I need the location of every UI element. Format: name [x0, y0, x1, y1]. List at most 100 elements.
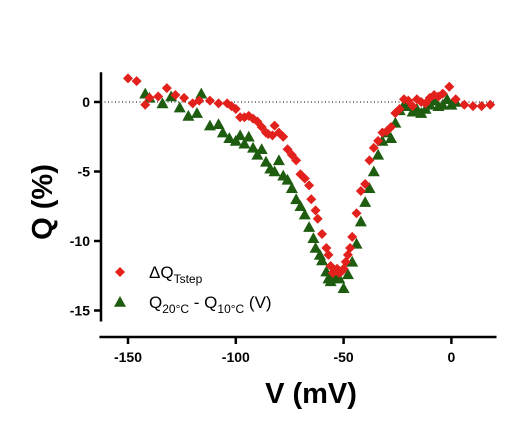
data-point — [161, 83, 172, 94]
data-point — [291, 155, 302, 166]
data-point — [278, 131, 289, 142]
data-point — [212, 118, 225, 130]
data-point — [216, 126, 229, 138]
data-point — [476, 101, 487, 112]
data-point — [386, 122, 397, 133]
data-point — [373, 135, 384, 146]
data-point — [153, 91, 164, 102]
data-point — [323, 249, 334, 260]
x-tick-label: 0 — [448, 349, 456, 365]
data-point — [355, 185, 366, 196]
data-point — [179, 92, 190, 103]
data-point — [182, 109, 195, 121]
data-point — [123, 73, 133, 84]
series-q20-minus-q10 — [139, 87, 462, 294]
data-point — [307, 232, 320, 244]
legend: ΔQTstep Q20°C - Q10°C (V) — [114, 263, 272, 316]
data-point — [144, 92, 155, 103]
data-point — [259, 155, 272, 167]
data-point — [173, 101, 186, 113]
data-point — [367, 165, 380, 177]
data-point — [351, 208, 362, 219]
data-point — [394, 103, 405, 114]
data-point — [268, 165, 281, 177]
data-point — [444, 81, 455, 92]
data-point — [368, 142, 379, 153]
y-tick-label: -15 — [70, 303, 90, 319]
data-point — [437, 88, 448, 99]
data-point — [269, 120, 280, 131]
plot-area — [101, 73, 497, 294]
data-point — [131, 76, 142, 87]
data-point — [194, 95, 205, 106]
data-point — [316, 254, 329, 266]
axes: 0 -5 -10 -15 -150 -100 -50 0 V (mV) Q (%) — [27, 72, 497, 410]
x-tick-label: -150 — [114, 349, 142, 365]
legend-marker — [115, 267, 125, 277]
data-point — [310, 205, 321, 216]
data-point — [140, 99, 151, 110]
data-point — [247, 141, 260, 153]
data-point — [304, 180, 315, 191]
data-point — [317, 229, 328, 240]
data-point — [230, 103, 241, 114]
data-point — [341, 268, 354, 280]
data-point — [170, 90, 181, 101]
data-point — [309, 241, 322, 253]
data-point — [372, 148, 385, 160]
data-point — [467, 101, 478, 112]
data-point — [306, 194, 317, 205]
data-point — [485, 99, 496, 110]
data-point — [350, 237, 363, 249]
data-point — [156, 97, 169, 109]
data-point — [385, 132, 398, 143]
data-point — [407, 101, 418, 112]
data-point — [294, 200, 307, 212]
data-point — [354, 215, 367, 227]
data-point — [190, 107, 203, 118]
data-point — [251, 148, 264, 160]
y-tick-label: -5 — [78, 164, 91, 180]
data-point — [312, 213, 323, 224]
legend-label: Q20°C - Q10°C (V) — [149, 293, 272, 316]
data-point — [238, 137, 251, 149]
data-point — [281, 173, 294, 185]
data-point — [363, 182, 376, 193]
data-point — [290, 193, 303, 205]
data-point — [195, 87, 208, 99]
x-tick-label: -100 — [222, 349, 250, 365]
data-point — [346, 255, 359, 267]
x-axis-title: V (mV) — [265, 378, 357, 410]
data-point — [450, 94, 461, 105]
y-tick-label: 0 — [82, 94, 90, 110]
legend-marker — [114, 296, 126, 307]
x-tick-label: -50 — [333, 349, 353, 365]
y-tick-label: -10 — [70, 233, 90, 249]
data-point — [364, 155, 375, 166]
data-point — [213, 98, 224, 109]
data-point — [359, 196, 372, 207]
series-dq-tstep — [123, 73, 496, 278]
data-point — [256, 122, 267, 133]
data-point — [229, 134, 242, 146]
data-point — [299, 173, 310, 184]
data-point — [303, 221, 316, 232]
data-point — [360, 179, 371, 190]
data-point — [285, 182, 298, 193]
data-point — [242, 130, 255, 142]
data-point — [255, 143, 268, 155]
data-point — [272, 154, 285, 166]
data-point — [347, 231, 358, 242]
data-point — [298, 208, 311, 220]
data-point — [234, 129, 247, 141]
y-axis-title: Q (%) — [27, 164, 59, 240]
data-point — [203, 119, 216, 131]
data-point — [337, 282, 350, 294]
data-point — [345, 242, 356, 253]
data-point — [204, 95, 215, 106]
data-point — [223, 132, 236, 143]
legend-label: ΔQTstep — [149, 263, 203, 286]
data-point — [436, 98, 449, 110]
data-point — [459, 99, 470, 110]
